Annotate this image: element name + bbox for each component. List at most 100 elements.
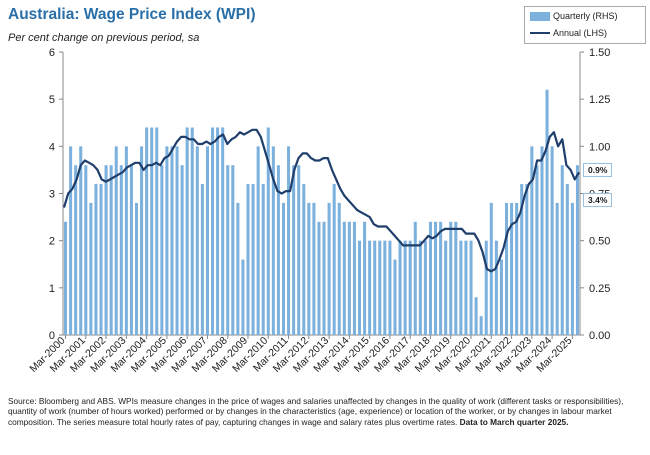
quarterly-bar — [332, 184, 336, 335]
left-axis-tick-label: 1 — [49, 283, 55, 295]
quarterly-bar — [535, 165, 539, 335]
right-axis-tick-label: 1.50 — [589, 47, 610, 59]
quarterly-bar — [484, 240, 488, 335]
legend-label-quarterly: Quarterly (RHS) — [553, 11, 618, 21]
quarterly-bar — [99, 184, 103, 335]
quarterly-bar — [185, 127, 189, 335]
left-axis-tick-label: 4 — [49, 141, 55, 153]
quarterly-bar — [170, 146, 174, 335]
quarterly-bar — [79, 146, 83, 335]
quarterly-bar — [69, 146, 73, 335]
quarterly-bar — [84, 165, 88, 335]
quarterly-bar — [312, 202, 316, 335]
quarterly-bar — [540, 146, 544, 335]
quarterly-bar — [510, 202, 514, 335]
quarterly-bar — [195, 146, 199, 335]
quarterly-bar — [256, 146, 260, 335]
quarterly-bar — [281, 202, 286, 335]
right-axis-tick-label: 1.00 — [589, 141, 610, 153]
chart-title: Australia: Wage Price Index (WPI) — [8, 6, 256, 23]
quarterly-bar — [575, 165, 579, 335]
quarterly-bar — [211, 127, 215, 335]
quarterly-bar — [393, 259, 397, 335]
quarterly-bar — [479, 316, 483, 335]
quarterly-bar — [145, 127, 149, 335]
quarterly-bar — [439, 221, 443, 335]
left-axis-tick-label: 2 — [49, 236, 55, 248]
quarterly-bar — [418, 240, 422, 335]
quarterly-bar — [109, 165, 113, 335]
quarterly-bar — [454, 221, 458, 335]
quarterly-bar — [231, 165, 235, 335]
quarterly-bar — [124, 146, 128, 335]
quarterly-bar — [134, 202, 139, 335]
quarterly-bar — [342, 221, 346, 335]
quarterly-bar — [322, 221, 326, 335]
quarterly-bar — [155, 127, 159, 335]
data-as-of-note: Data to March quarter 2025. — [459, 416, 569, 427]
quarterly-bar — [241, 259, 245, 335]
quarterly-bar — [200, 184, 204, 335]
quarterly-bar — [469, 240, 473, 335]
quarterly-bar — [352, 221, 356, 335]
quarterly-bar — [307, 202, 311, 335]
quarterly-bar — [236, 202, 240, 335]
quarterly-bar — [464, 240, 468, 335]
right-axis-tick-label: 0.50 — [589, 236, 610, 248]
quarterly-bar — [104, 165, 108, 335]
quarterly-bar — [413, 221, 417, 335]
quarterly-bar — [347, 221, 351, 335]
quarterly-bar — [74, 165, 78, 335]
quarterly-bar — [246, 184, 250, 335]
quarterly-bar — [474, 297, 478, 335]
quarterly-bar — [388, 240, 392, 335]
right-axis-tick-label: 1.25 — [589, 94, 610, 106]
quarterly-bar — [327, 202, 331, 335]
quarterly-bar — [302, 184, 306, 335]
annual-last-value-label: 3.4% — [583, 193, 613, 207]
quarterly-bar — [489, 202, 493, 335]
quarterly-bar — [317, 221, 321, 335]
quarterly-bar — [363, 221, 367, 335]
quarterly-bar — [434, 221, 438, 335]
quarterly-bar — [292, 165, 296, 335]
right-axis-tick-label: 0.00 — [589, 330, 610, 342]
quarterly-bar — [271, 146, 275, 335]
quarterly-bar — [545, 89, 549, 335]
quarterly-bar — [180, 165, 184, 335]
left-axis-tick-label: 5 — [49, 94, 55, 106]
quarterly-bar — [129, 165, 133, 335]
quarterly-bar — [555, 202, 559, 335]
quarterly-bar — [444, 240, 448, 335]
quarterly-bar — [337, 202, 341, 335]
quarterly-bar — [408, 240, 412, 335]
right-axis-tick-label: 0.25 — [589, 283, 610, 295]
quarterly-bar — [398, 240, 402, 335]
quarterly-bar — [114, 146, 118, 335]
quarterly-bar — [89, 202, 93, 335]
quarterly-bar — [428, 221, 432, 335]
quarterly-bar — [150, 127, 154, 335]
quarterly-bar — [403, 240, 407, 335]
quarterly-bar — [530, 146, 534, 335]
legend-label-annual: Annual (LHS) — [553, 28, 608, 38]
quarterly-bar — [216, 127, 220, 335]
quarterly-bar — [287, 146, 291, 335]
quarterly-bar — [261, 184, 265, 335]
quarterly-bar — [525, 184, 529, 335]
quarterly-bar — [373, 240, 377, 335]
quarterly-bar — [423, 240, 427, 335]
source-note: Source: Bloomberg and ABS. WPIs measure … — [8, 396, 640, 427]
quarterly-bar — [449, 221, 453, 335]
annual-line — [62, 128, 580, 273]
quarterly-bar — [565, 184, 569, 335]
quarterly-bar — [165, 146, 169, 335]
quarterly-bar — [64, 221, 68, 335]
quarterly-bar — [226, 165, 230, 335]
quarterly-bar — [520, 184, 524, 335]
legend-entry-annual: Annual (LHS) — [530, 28, 607, 38]
quarterly-bar — [119, 165, 123, 335]
left-axis-tick-label: 6 — [49, 47, 55, 59]
legend-line-swatch — [530, 32, 550, 34]
quarterly-bar — [221, 127, 225, 335]
